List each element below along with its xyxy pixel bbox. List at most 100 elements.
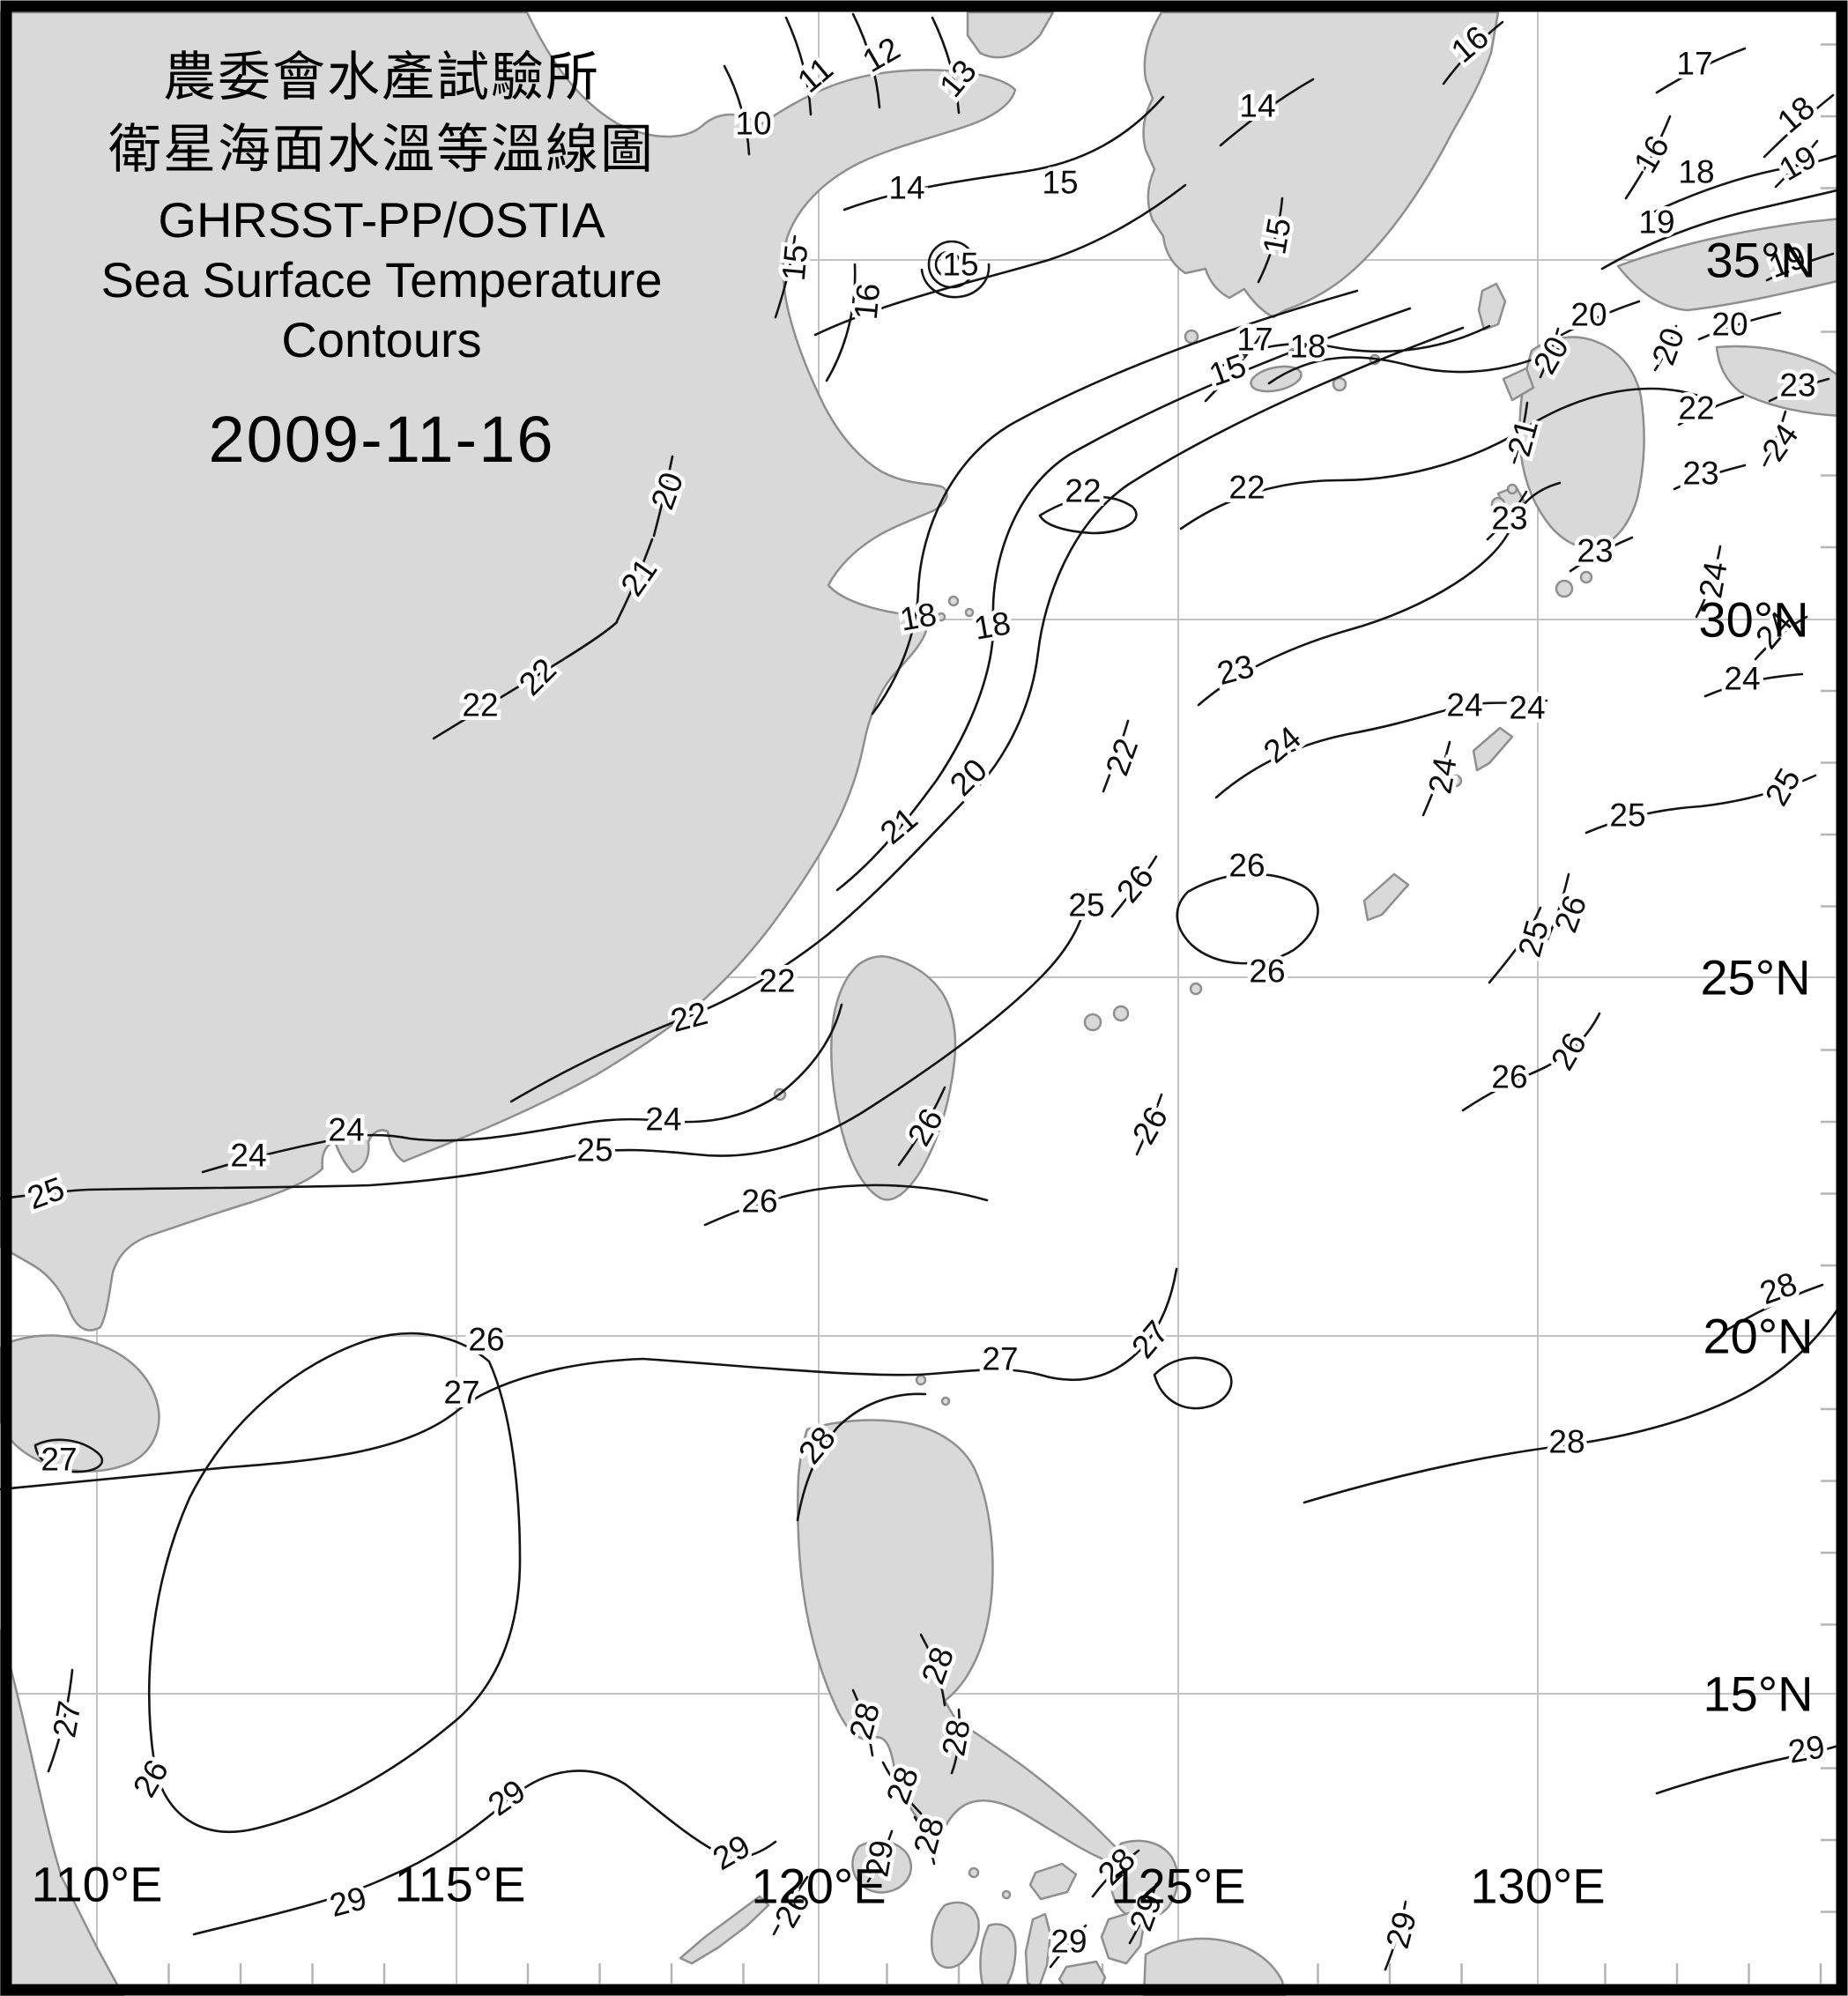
latitude-label: 15°N: [1703, 1666, 1813, 1722]
koshiki-islets: [1490, 483, 1518, 512]
contour-value-label: 28: [1755, 1265, 1802, 1312]
contour-value-label: 29: [1785, 1728, 1828, 1770]
sst-contour-lines-bohai-yellow-sea: [723, 12, 1315, 403]
contour-value-label: 26: [1110, 858, 1161, 909]
contour-value-label: 26: [741, 1184, 777, 1220]
contour-value-label: 23: [1491, 501, 1527, 537]
latitude-label: 30°N: [1698, 592, 1808, 648]
luzon-island-landmass: [797, 1419, 1120, 1862]
philippine-islands: [679, 1839, 1287, 1996]
contour-value-label: 26: [1491, 1059, 1527, 1095]
palawan-island: [679, 1895, 770, 1965]
latitude-label: 35°N: [1705, 233, 1815, 288]
sst-contour-lines-center-loops: [703, 855, 1601, 1227]
ryukyu-islands: [1083, 570, 1593, 1032]
tsushima-island: [1477, 282, 1507, 331]
japan-honshu-landmass: [1616, 217, 1843, 312]
liaodong-peninsula-landmass: [966, 11, 1055, 59]
contour-value-label: 25: [576, 1132, 612, 1169]
contour-value-label: 23: [1682, 456, 1718, 492]
contour-value-label: 23: [1779, 367, 1815, 404]
contour-value-label: 29: [707, 1828, 756, 1877]
contour-value-label: 24: [1509, 690, 1545, 726]
latitude-label: 25°N: [1700, 950, 1810, 1005]
batanes-islands: [915, 1374, 951, 1406]
contour-value-label: 16: [1627, 130, 1676, 179]
ishigaki-island: [1112, 1005, 1130, 1022]
sst-contour-lines-kyushu-south: [1197, 377, 1830, 984]
iriomote-island: [1083, 1013, 1102, 1032]
longitude-label: 110°E: [31, 1857, 162, 1912]
contour-value-label: 20: [1570, 297, 1607, 333]
graticule-label-layer: 35°N 30°N 25°N 20°N 15°N 110°E 115°E 120°E 125°E…: [31, 233, 1815, 1914]
contour-value-label: 28: [1548, 1424, 1585, 1460]
contour-value-label: 22: [1099, 734, 1146, 781]
title-english-2: Contours: [281, 312, 482, 367]
contour-value-label: 24: [645, 1102, 681, 1138]
contour-value-label: 22: [1228, 470, 1265, 506]
contour-value-label: 26: [1125, 1101, 1175, 1150]
contour-value-label: 22: [462, 687, 498, 723]
okinawa-island: [1362, 872, 1410, 922]
contour-value-label: 24: [1446, 687, 1482, 723]
contour-value-label: 26: [126, 1754, 175, 1803]
taiwan-island-landmass: [830, 955, 957, 1201]
sst-contour-lines-philippines: [192, 1392, 1407, 1971]
masbate-island: [1028, 1862, 1078, 1901]
contour-value-label: 27: [443, 1375, 479, 1411]
title-agency-cjk: 農委會水產試驗所: [163, 48, 600, 107]
contour-value-label: 24: [1421, 754, 1464, 797]
isotherm-layer: [0, 12, 1843, 1971]
contour-value-label: 24: [328, 1112, 364, 1148]
contour-value-label: 18: [971, 605, 1013, 647]
contour-value-label: 27: [41, 1442, 77, 1478]
contour-value-label: 18: [1678, 154, 1714, 190]
sst-contour-lines-pacific-south: [1303, 1283, 1843, 1795]
japan-kyushu-landmass: [1518, 336, 1645, 549]
contour-value-label: 15: [942, 247, 978, 283]
title-english-1: Sea Surface Temperature: [100, 252, 663, 308]
negros-island: [979, 1923, 1017, 1995]
contour-value-label: 22: [1678, 390, 1714, 427]
contour-value-label: 18: [1770, 89, 1822, 140]
contour-value-label: 17: [1236, 322, 1273, 358]
contour-value-label: 25: [1758, 762, 1807, 812]
contour-value-label: 24: [1755, 417, 1805, 467]
title-dataset: GHRSST-PP/OSTIA: [158, 192, 605, 248]
goto-islands: [1502, 367, 1535, 402]
longitude-label: 125°E: [1110, 1859, 1245, 1914]
contour-value-label: 20: [1645, 323, 1692, 370]
contour-value-label: 24: [1724, 661, 1760, 697]
contour-value-label: 23: [1577, 533, 1613, 569]
contour-value-label: 26: [468, 1322, 504, 1358]
latitude-label: 20°N: [1703, 1309, 1813, 1364]
leyte-island: [1100, 1911, 1146, 1965]
contour-value-label: 19: [1773, 138, 1822, 188]
miyako-island: [1189, 982, 1203, 996]
map-title-block: 農委會水產試驗所 衛星海面水溫等溫線圖 GHRSST-PP/OSTIA Sea …: [78, 51, 686, 472]
contour-value-label: 15: [776, 243, 814, 283]
korea-peninsula-landmass: [1142, 11, 1500, 319]
map-date: 2009-11-16: [208, 403, 555, 476]
panay-island: [930, 1901, 980, 1970]
sst-contour-lines-south-china-sea: [0, 888, 1233, 1834]
contour-value-label: 17: [1676, 46, 1712, 82]
contour-value-label: 29: [1050, 1924, 1087, 1960]
vietnam-coast-landmass: [0, 1629, 125, 1996]
longitude-label: 130°E: [1470, 1859, 1605, 1914]
contour-value-label: 27: [46, 1698, 88, 1740]
contour-value-label: 14: [1239, 88, 1275, 124]
contour-value-label: 26: [1249, 953, 1285, 990]
contour-value-label: 10: [735, 106, 771, 142]
mindanao-north-landmass: [1142, 1937, 1287, 1996]
mindoro-island: [851, 1839, 913, 1894]
contour-value-label: 20: [1711, 307, 1748, 343]
sst-contour-lines-japan-northeast: [1442, 20, 1843, 379]
contour-value-label: 22: [1065, 473, 1101, 509]
hainan-island-landmass: [0, 1334, 160, 1473]
contour-value-label: 19: [1638, 204, 1674, 241]
longitude-label: 120°E: [751, 1859, 886, 1914]
contour-value-label: 14: [888, 170, 924, 206]
